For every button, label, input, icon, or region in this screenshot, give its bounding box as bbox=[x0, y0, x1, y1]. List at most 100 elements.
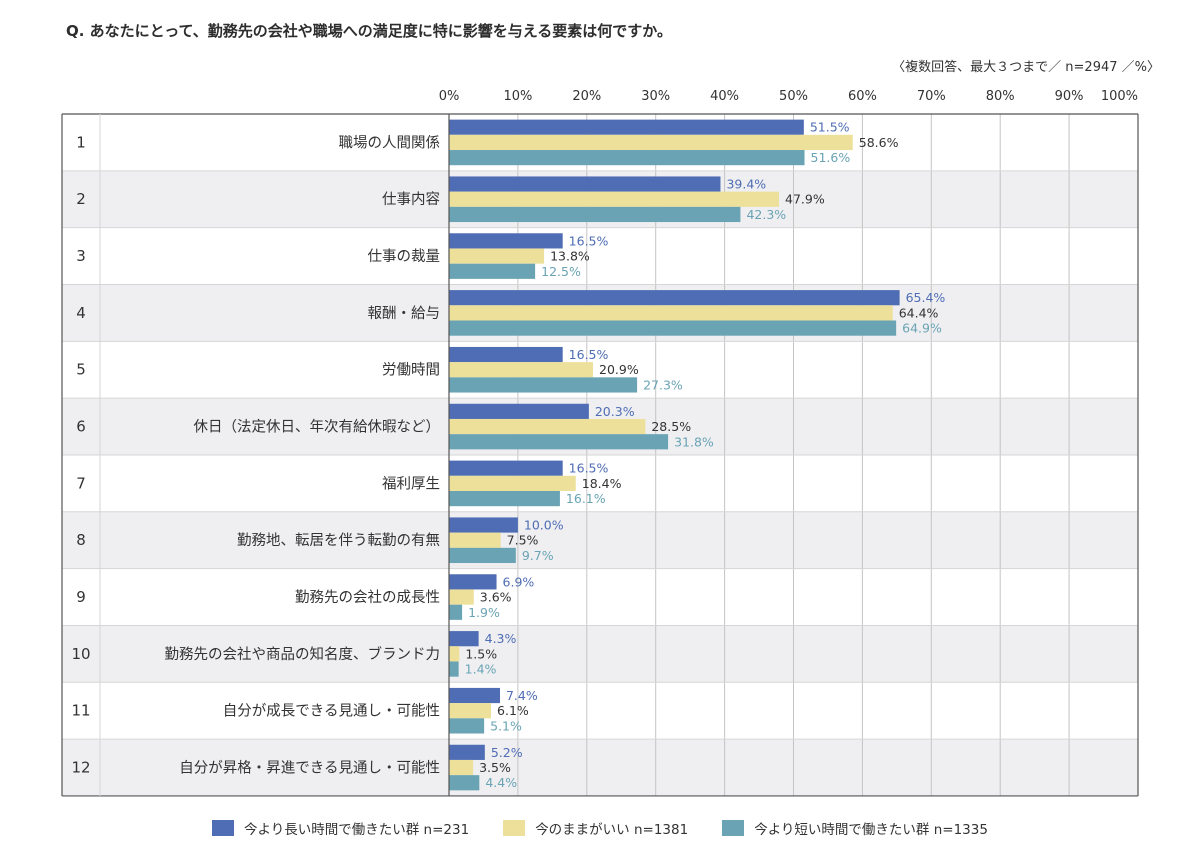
data-label: 10.0% bbox=[524, 518, 564, 533]
bar bbox=[449, 703, 492, 719]
bar bbox=[449, 346, 563, 363]
x-tick-label: 10% bbox=[503, 89, 532, 104]
x-tick-label: 0% bbox=[439, 89, 460, 104]
row-number: 2 bbox=[76, 190, 86, 208]
bar bbox=[449, 517, 518, 533]
bar bbox=[449, 604, 463, 620]
bar bbox=[449, 475, 576, 491]
bar bbox=[449, 775, 480, 791]
bar bbox=[449, 119, 804, 135]
x-tick-label: 20% bbox=[572, 89, 601, 104]
category-label: 勤務先の会社や商品の知名度、ブランド力 bbox=[165, 645, 441, 663]
row-number: 6 bbox=[76, 418, 86, 436]
data-label: 16.1% bbox=[566, 491, 606, 506]
bar bbox=[449, 718, 485, 734]
data-label: 6.1% bbox=[497, 703, 529, 718]
data-label: 4.4% bbox=[485, 775, 517, 790]
row-background bbox=[62, 511, 1138, 569]
data-label: 58.6% bbox=[859, 135, 899, 150]
row-number: 12 bbox=[71, 759, 90, 777]
legend-swatch bbox=[212, 820, 235, 836]
bar bbox=[449, 248, 545, 264]
row-number: 11 bbox=[71, 702, 90, 720]
bar bbox=[449, 206, 741, 223]
bar bbox=[449, 377, 638, 393]
data-label: 12.5% bbox=[541, 264, 581, 279]
data-label: 7.4% bbox=[506, 688, 538, 703]
data-label: 1.9% bbox=[468, 605, 500, 620]
bar bbox=[449, 403, 589, 419]
data-label: 3.5% bbox=[479, 760, 511, 775]
row-number: 4 bbox=[76, 304, 86, 322]
bar bbox=[449, 490, 560, 507]
bar bbox=[449, 134, 853, 151]
bar bbox=[449, 176, 721, 192]
x-tick-labels: 0% 10% 20% 30% 40% 50% 60% 70% 80% 90% 100% bbox=[439, 89, 1138, 104]
category-label: 職場の人間関係 bbox=[339, 134, 441, 151]
bar bbox=[449, 191, 780, 207]
bar bbox=[449, 150, 805, 166]
category-label: 仕事の裁量 bbox=[368, 248, 441, 265]
bar bbox=[449, 233, 563, 249]
x-tick-label: 100% bbox=[1101, 89, 1138, 104]
legend-item: 今より短い時間で働きたい群 n=1335 bbox=[722, 816, 988, 840]
data-label: 13.8% bbox=[550, 249, 590, 264]
row-number: 3 bbox=[76, 247, 86, 265]
row-number: 5 bbox=[76, 361, 86, 379]
legend-item: 今のままがいい n=1381 bbox=[503, 816, 688, 840]
data-label: 42.3% bbox=[746, 207, 786, 222]
data-labels: 51.5%58.6%51.6%39.4%47.9%42.3%16.5%13.8%… bbox=[465, 120, 946, 791]
data-label: 65.4% bbox=[906, 290, 946, 305]
row-background bbox=[62, 739, 1138, 796]
data-label: 16.5% bbox=[569, 347, 609, 362]
data-label: 39.4% bbox=[726, 177, 766, 192]
legend-item: 今より長い時間で働きたい群 n=231 bbox=[212, 816, 469, 840]
row-number: 7 bbox=[76, 474, 86, 492]
bar bbox=[449, 362, 594, 378]
legend-label: 今より長い時間で働きたい群 n=231 bbox=[244, 822, 470, 838]
data-label: 64.4% bbox=[899, 305, 939, 320]
bar bbox=[449, 631, 479, 647]
category-label: 自分が昇格・昇進できる見通し・可能性 bbox=[179, 760, 440, 777]
x-tick-label: 30% bbox=[641, 89, 670, 104]
data-label: 51.5% bbox=[810, 120, 850, 135]
data-label: 9.7% bbox=[522, 548, 554, 563]
category-label: 勤務先の会社の成長性 bbox=[295, 589, 440, 606]
row-number: 9 bbox=[76, 588, 86, 606]
bar bbox=[449, 532, 501, 548]
category-labels: 1 職場の人間関係 2 仕事内容 3 仕事の裁量 4 報酬・給与 5 労働時間 6 休日（法定休日、年… bbox=[71, 133, 440, 776]
category-label: 休日（法定休日、年次有給休暇など） bbox=[194, 419, 441, 436]
chart-title: Q. あなたにとって、勤務先の会社や職場への満足度に特に影響を与える要素は何です… bbox=[66, 22, 672, 40]
category-label: 仕事内容 bbox=[382, 191, 440, 208]
data-label: 28.5% bbox=[651, 419, 691, 434]
bar bbox=[449, 320, 897, 336]
category-label: 福利厚生 bbox=[382, 475, 440, 492]
data-label: 1.4% bbox=[465, 662, 497, 677]
row-number: 8 bbox=[76, 531, 86, 549]
bars bbox=[449, 119, 900, 791]
bar bbox=[449, 290, 900, 306]
bar bbox=[449, 305, 893, 321]
row-number: 10 bbox=[71, 645, 90, 663]
x-tick-label: 90% bbox=[1055, 89, 1084, 104]
x-tick-label: 70% bbox=[917, 89, 946, 104]
bar bbox=[449, 574, 497, 590]
x-tick-label: 40% bbox=[710, 89, 739, 104]
bar bbox=[449, 418, 646, 435]
data-label: 5.1% bbox=[490, 718, 522, 733]
x-tick-label: 50% bbox=[779, 89, 808, 104]
bar bbox=[449, 661, 459, 677]
data-label: 51.6% bbox=[811, 150, 851, 165]
data-label: 64.9% bbox=[902, 321, 942, 336]
data-label: 16.5% bbox=[569, 233, 609, 248]
category-label: 勤務地、転居を伴う転勤の有無 bbox=[237, 532, 440, 549]
chart-note: 〈複数回答、最大３つまで／ n=2947 ／%〉 bbox=[892, 60, 1160, 75]
category-label: 労働時間 bbox=[382, 362, 440, 379]
x-tick-label: 60% bbox=[848, 89, 877, 104]
legend: 今より長い時間で働きたい群 n=231 今のままがいい n=1381 今より短い時間… bbox=[0, 816, 1200, 840]
data-label: 31.8% bbox=[674, 434, 714, 449]
bar bbox=[449, 744, 485, 760]
chart-frame bbox=[61, 113, 1139, 797]
bar bbox=[449, 460, 563, 476]
category-label: 自分が成長できる見通し・可能性 bbox=[223, 703, 440, 720]
